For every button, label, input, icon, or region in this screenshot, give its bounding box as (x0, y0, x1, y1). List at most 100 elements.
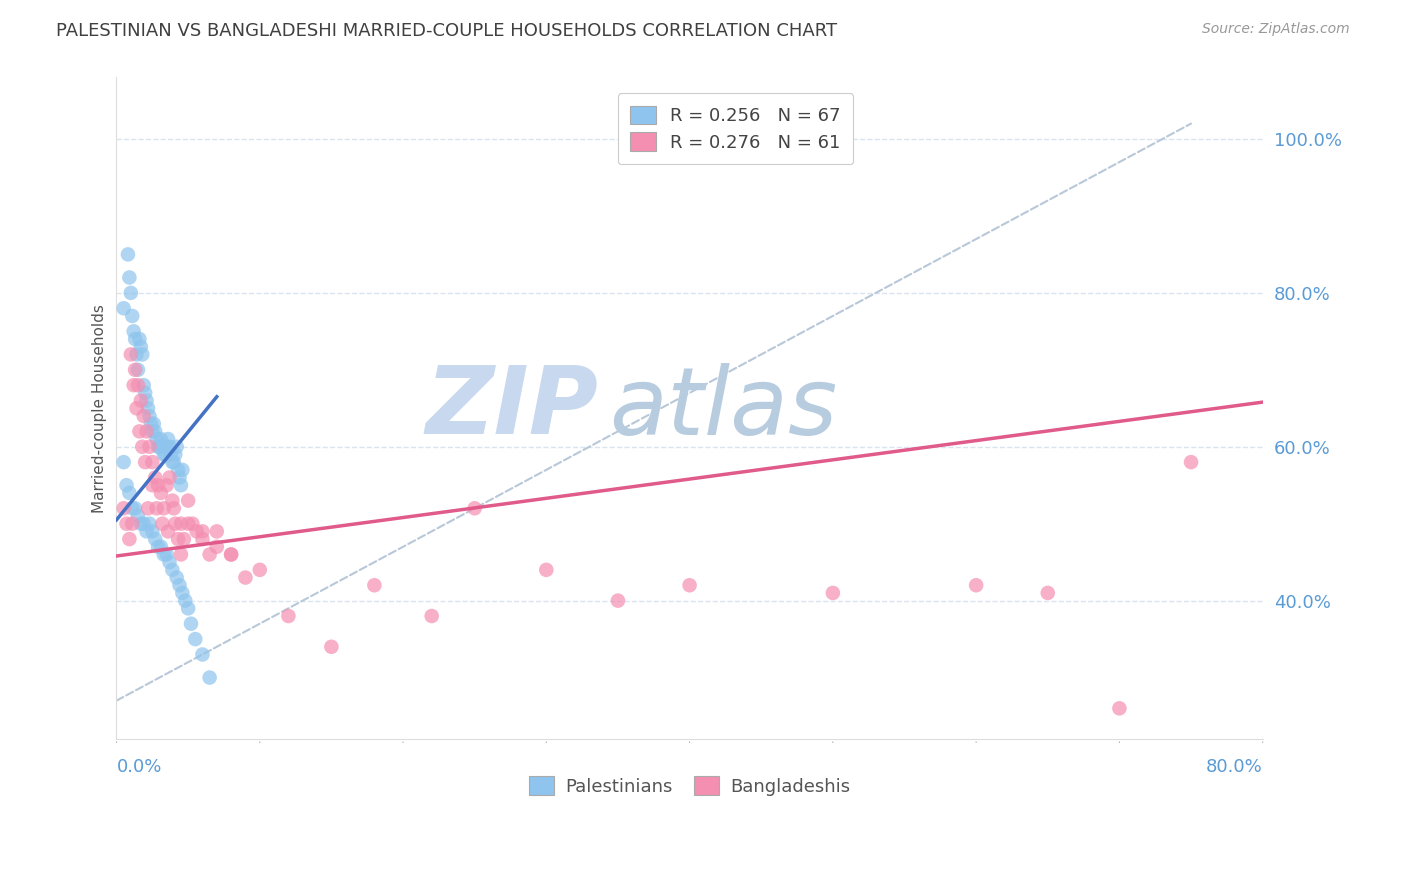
Point (174, 593, 197, 607)
Point (138, 409, 160, 423)
Text: Source: ZipAtlas.com: Source: ZipAtlas.com (1202, 22, 1350, 37)
Point (235, 570, 257, 584)
Point (127, 508, 149, 523)
Point (169, 578, 191, 592)
Point (142, 417, 165, 431)
Point (162, 493, 184, 508)
Point (132, 409, 155, 423)
Point (139, 417, 162, 431)
Point (131, 347, 153, 361)
Point (117, 247, 139, 261)
Point (186, 524, 208, 539)
Point (150, 516, 173, 531)
Point (159, 440, 181, 454)
Point (136, 501, 159, 516)
Point (152, 548, 174, 562)
Point (135, 393, 157, 408)
Point (118, 270, 141, 285)
Y-axis label: Married-couple Households: Married-couple Households (93, 304, 107, 513)
Point (112, 501, 135, 516)
Point (141, 478, 163, 492)
Point (162, 455, 184, 469)
Point (180, 616, 202, 631)
Point (162, 563, 184, 577)
Point (120, 347, 142, 361)
Point (143, 425, 166, 439)
Point (191, 532, 214, 546)
Point (1108, 701, 1130, 715)
Point (129, 340, 152, 354)
Point (122, 378, 145, 392)
Point (321, 640, 343, 654)
Point (277, 609, 299, 624)
Text: ZIP: ZIP (425, 362, 598, 454)
Text: 80.0%: 80.0% (1206, 758, 1263, 776)
Point (191, 648, 214, 662)
Point (121, 516, 143, 531)
Point (149, 540, 172, 554)
Point (1180, 455, 1202, 469)
Point (205, 524, 228, 539)
Point (132, 378, 155, 392)
Point (132, 516, 155, 531)
Point (127, 378, 149, 392)
Point (146, 478, 169, 492)
Point (160, 447, 183, 461)
Point (127, 363, 149, 377)
Point (112, 301, 135, 316)
Point (464, 501, 486, 516)
Point (115, 516, 138, 531)
Point (607, 593, 630, 607)
Point (165, 447, 187, 461)
Point (115, 478, 138, 492)
Point (155, 447, 177, 461)
Point (124, 363, 146, 377)
Point (165, 516, 187, 531)
Point (150, 440, 173, 454)
Point (198, 548, 221, 562)
Point (134, 385, 156, 400)
Point (156, 548, 179, 562)
Point (163, 501, 186, 516)
Point (678, 578, 700, 592)
Point (191, 524, 214, 539)
Point (169, 470, 191, 484)
Point (163, 455, 186, 469)
Point (821, 586, 844, 600)
Point (141, 524, 163, 539)
Point (148, 440, 170, 454)
Point (135, 524, 157, 539)
Point (124, 332, 146, 346)
Legend: Palestinians, Bangladeshis: Palestinians, Bangladeshis (522, 769, 858, 803)
Point (156, 440, 179, 454)
Point (166, 440, 188, 454)
Point (219, 548, 242, 562)
Point (167, 463, 190, 477)
Point (166, 570, 188, 584)
Point (131, 440, 153, 454)
Text: PALESTINIAN VS BANGLADESHI MARRIED-COUPLE HOUSEHOLDS CORRELATION CHART: PALESTINIAN VS BANGLADESHI MARRIED-COUPL… (56, 22, 838, 40)
Text: 0.0%: 0.0% (117, 758, 162, 776)
Point (128, 332, 150, 346)
Point (181, 516, 204, 531)
Point (170, 516, 193, 531)
Point (170, 478, 193, 492)
Point (249, 563, 271, 577)
Point (198, 671, 221, 685)
Point (112, 455, 135, 469)
Point (172, 586, 194, 600)
Point (138, 516, 160, 531)
Point (965, 578, 987, 592)
Point (152, 501, 174, 516)
Point (134, 455, 156, 469)
Point (156, 478, 179, 492)
Point (145, 501, 167, 516)
Point (143, 470, 166, 484)
Point (159, 555, 181, 569)
Point (149, 432, 172, 446)
Point (167, 532, 190, 546)
Point (219, 548, 242, 562)
Point (138, 440, 160, 454)
Point (118, 532, 141, 546)
Point (184, 632, 207, 646)
